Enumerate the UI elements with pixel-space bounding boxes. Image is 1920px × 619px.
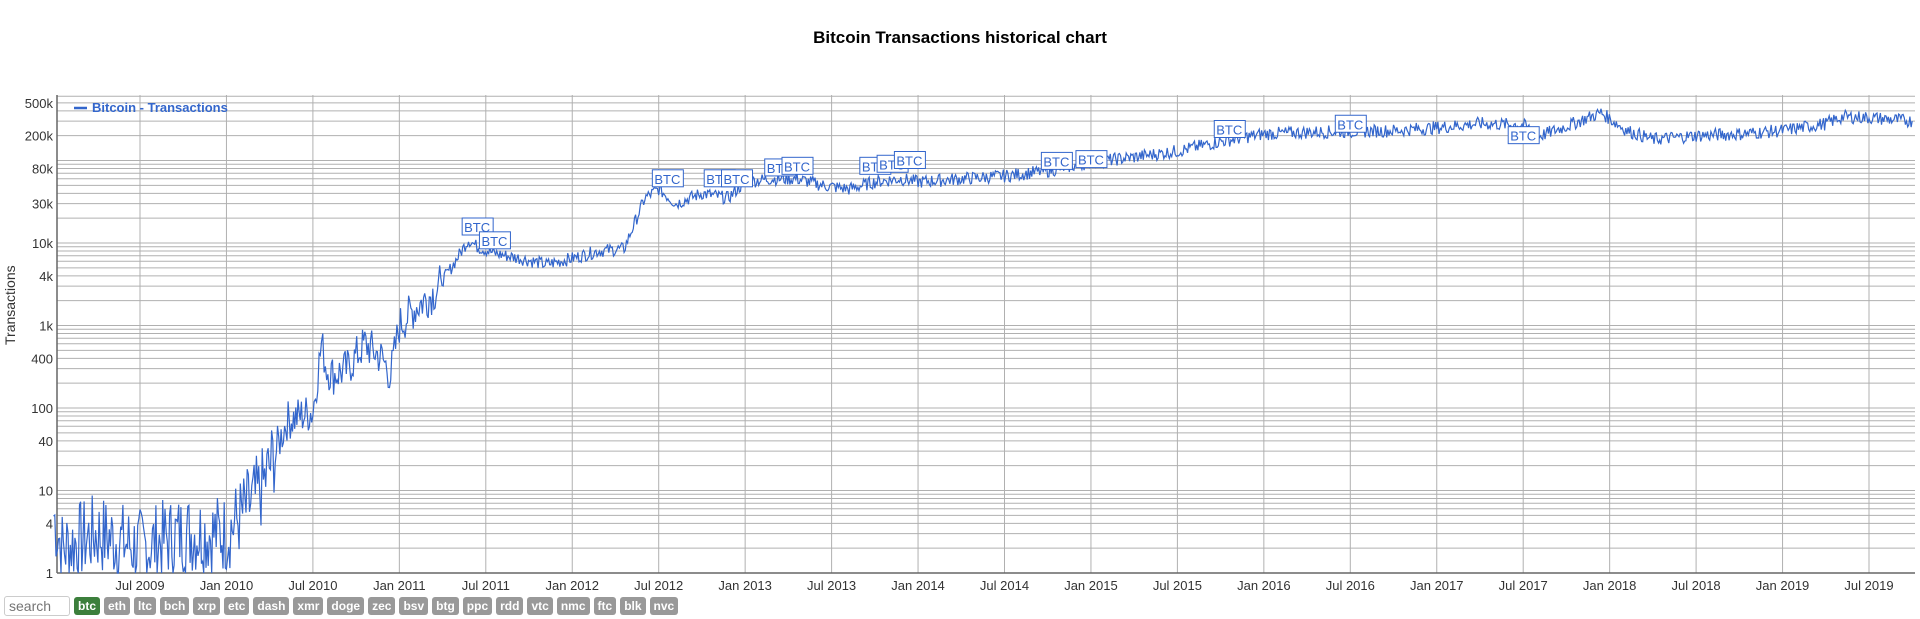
coin-button-doge[interactable]: doge [327, 597, 365, 615]
x-tick-label: Jan 2013 [718, 578, 772, 593]
coin-button-zec[interactable]: zec [368, 597, 396, 615]
coin-button-xmr[interactable]: xmr [293, 597, 324, 615]
svg-text:BTC: BTC [654, 172, 680, 187]
y-tick-label: 30k [32, 197, 53, 212]
y-tick-label: 4k [39, 269, 53, 284]
btc-annotation[interactable]: BTC [1213, 120, 1246, 139]
svg-text:BTC: BTC [1043, 154, 1069, 169]
coin-buttons: btc eth ltc bch xrp etc dash xmr doge zec bsv btg pp… [74, 597, 679, 615]
x-tick-label: Jul 2018 [1672, 578, 1721, 593]
x-tick-label: Jan 2012 [546, 578, 600, 593]
legend-label: Bitcoin - Transactions [92, 100, 228, 115]
x-tick-label: Jul 2010 [288, 578, 337, 593]
btc-annotation[interactable]: BTC [1040, 151, 1073, 170]
btc-annotation[interactable]: BTC [461, 217, 494, 236]
coin-button-btg[interactable]: btg [432, 597, 459, 615]
x-tick-label: Jan 2011 [373, 578, 426, 593]
coin-button-ftc[interactable]: ftc [593, 597, 617, 615]
x-tick-label: Jan 2010 [200, 578, 254, 593]
y-axis-label: Transactions [2, 265, 18, 345]
btc-annotation[interactable]: BTC [478, 231, 511, 250]
svg-text:BTC: BTC [896, 153, 922, 168]
y-tick-label: 10 [39, 484, 53, 499]
chart-title: Bitcoin Transactions historical chart [813, 28, 1107, 47]
coin-button-bch[interactable]: bch [160, 597, 190, 615]
coin-button-vtc[interactable]: vtc [527, 597, 553, 615]
x-tick-label: Jul 2015 [1153, 578, 1202, 593]
search-input[interactable] [4, 596, 70, 616]
y-tick-label: 80k [32, 161, 53, 176]
coin-button-etc[interactable]: etc [224, 597, 250, 615]
x-tick-label: Jul 2019 [1844, 578, 1893, 593]
svg-text:BTC: BTC [464, 220, 490, 235]
coin-button-nmc[interactable]: nmc [556, 597, 590, 615]
coin-button-bsv[interactable]: bsv [399, 597, 429, 615]
svg-text:BTC: BTC [1510, 129, 1536, 144]
x-tick-label: Jul 2013 [807, 578, 856, 593]
svg-text:BTC: BTC [1078, 153, 1104, 168]
x-tick-label: Jul 2012 [634, 578, 683, 593]
svg-text:BTC: BTC [1337, 117, 1363, 132]
svg-text:BTC: BTC [1216, 123, 1242, 138]
x-tick-label: Jul 2009 [115, 578, 164, 593]
legend[interactable]: Bitcoin - Transactions [74, 100, 228, 115]
x-tick-label: Jan 2014 [891, 578, 945, 593]
x-tick-label: Jul 2011 [462, 578, 510, 593]
coin-button-nvc[interactable]: nvc [649, 597, 679, 615]
y-tick-label: 400 [31, 351, 53, 366]
y-tick-label: 40 [39, 434, 53, 449]
x-tick-label: Jan 2015 [1064, 578, 1118, 593]
coin-button-eth[interactable]: eth [104, 597, 130, 615]
svg-text:BTC: BTC [481, 234, 507, 249]
coin-button-xrp[interactable]: xrp [193, 597, 221, 615]
chart-canvas[interactable]: 1 4 10 40 100 400 1k 4k 10k 30k 80k 200k 500k Jul 200… [0, 0, 1920, 600]
coin-selector: btcethltcbchxrpetcdashxmrdogezecbsvbtgpp… [4, 596, 679, 616]
btc-annotation[interactable]: BTC [1334, 114, 1367, 133]
svg-text:BTC: BTC [724, 172, 750, 187]
y-tick-label: 1k [39, 319, 53, 334]
x-tick-label: Jan 2016 [1237, 578, 1291, 593]
x-tick-label: Jul 2016 [1326, 578, 1375, 593]
series-line [53, 107, 1913, 574]
btc-annotation[interactable]: BTC [721, 169, 754, 188]
btc-annotation[interactable]: BTC [1075, 150, 1108, 169]
y-tick-label: 4 [46, 516, 53, 531]
x-tick-label: Jul 2014 [980, 578, 1029, 593]
y-tick-label: 10k [32, 236, 53, 251]
y-tick-label: 100 [31, 401, 53, 416]
btc-annotation[interactable]: BTC [651, 169, 684, 188]
y-tick-label: 1 [46, 566, 53, 581]
x-tick-label: Jan 2019 [1756, 578, 1810, 593]
coin-button-blk[interactable]: blk [620, 597, 646, 615]
coin-button-ppc[interactable]: ppc [462, 597, 493, 615]
coin-button-rdd[interactable]: rdd [496, 597, 524, 615]
x-tick-label: Jan 2018 [1583, 578, 1637, 593]
btc-annotation[interactable]: BTC [781, 156, 814, 175]
y-tick-label: 500k [25, 96, 54, 111]
x-tick-label: Jul 2017 [1499, 578, 1548, 593]
coin-button-ltc[interactable]: ltc [134, 597, 157, 615]
svg-text:BTC: BTC [784, 159, 810, 174]
coin-button-dash[interactable]: dash [253, 597, 290, 615]
coin-button-btc[interactable]: btc [74, 597, 100, 615]
x-tick-label: Jan 2017 [1410, 578, 1464, 593]
btc-annotation[interactable]: BTC [1507, 126, 1540, 145]
y-tick-label: 200k [25, 129, 54, 144]
btc-annotation[interactable]: BTC [893, 150, 926, 169]
